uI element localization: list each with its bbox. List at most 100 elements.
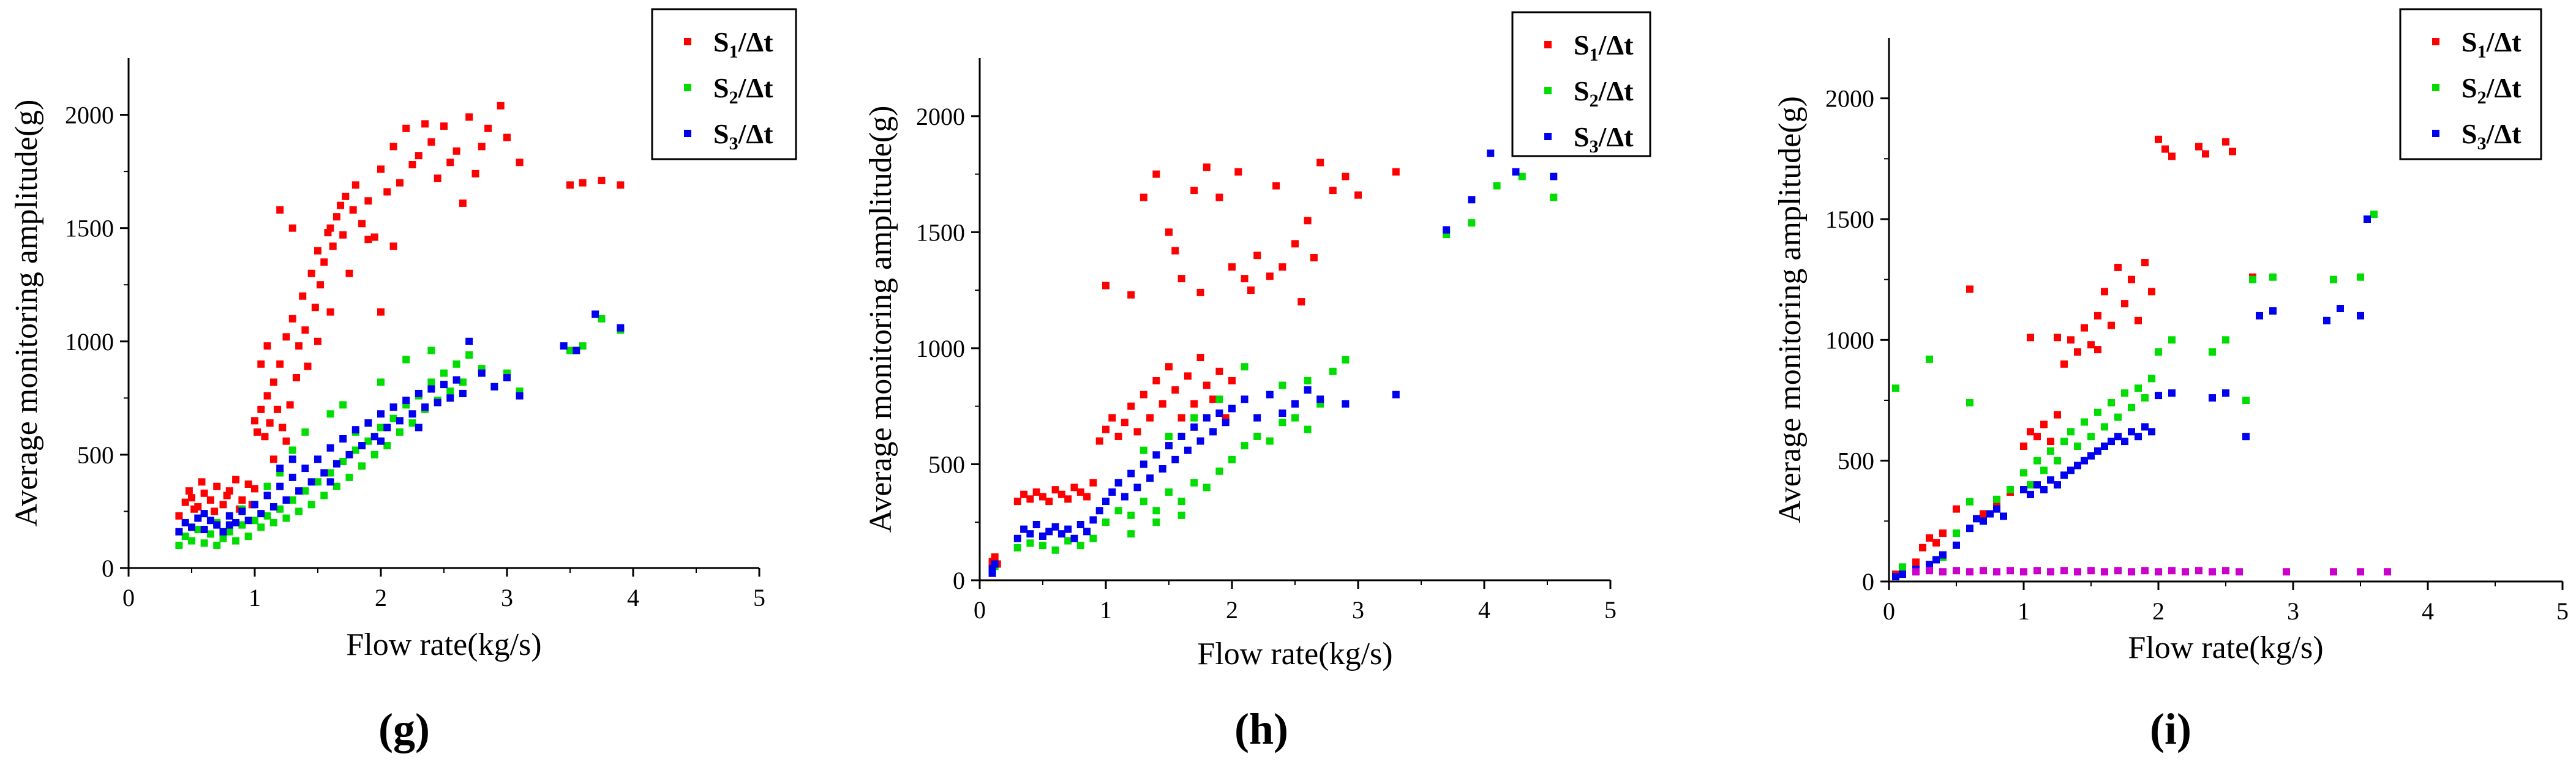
data-point xyxy=(1253,414,1261,422)
data-point xyxy=(2222,567,2229,575)
data-point xyxy=(286,401,294,409)
legend-label: S2/Δt xyxy=(2461,72,2522,108)
data-point xyxy=(566,346,574,354)
data-point xyxy=(1026,495,1034,503)
data-point xyxy=(2135,316,2142,324)
series-1 xyxy=(988,159,1400,570)
data-point xyxy=(2054,457,2061,465)
data-point xyxy=(1177,498,1185,506)
data-point xyxy=(349,206,357,214)
data-point xyxy=(446,159,454,166)
data-point xyxy=(269,503,277,511)
data-point xyxy=(1329,367,1337,375)
data-point xyxy=(2168,567,2176,575)
data-point xyxy=(377,437,385,445)
data-point xyxy=(2256,312,2263,320)
data-point xyxy=(2060,360,2068,368)
series-3 xyxy=(175,310,625,536)
data-point xyxy=(213,541,221,549)
data-point xyxy=(332,482,340,490)
data-point xyxy=(2094,312,2101,320)
data-point xyxy=(1899,563,1906,571)
x-tick-label: 4 xyxy=(627,584,639,611)
data-point xyxy=(2047,568,2054,576)
data-point xyxy=(219,534,227,542)
data-point xyxy=(1190,400,1198,408)
data-point xyxy=(1966,525,1973,533)
x-tick-label: 3 xyxy=(501,584,513,611)
data-point xyxy=(282,333,290,341)
data-point xyxy=(1953,529,1960,537)
data-point xyxy=(2060,438,2068,446)
data-point xyxy=(2242,397,2250,404)
data-point xyxy=(301,465,309,473)
data-point xyxy=(1076,521,1084,529)
data-point xyxy=(427,346,435,354)
data-point xyxy=(326,478,334,486)
data-point xyxy=(1165,442,1173,450)
data-point xyxy=(1266,272,1274,280)
data-point xyxy=(257,510,265,518)
data-point xyxy=(320,258,328,266)
data-point xyxy=(2222,389,2229,397)
data-point xyxy=(1146,474,1154,482)
legend-label: S3/Δt xyxy=(1574,121,1634,157)
data-point xyxy=(181,533,189,540)
data-point xyxy=(1939,551,1947,559)
data-point xyxy=(2040,486,2048,494)
data-point xyxy=(1121,493,1128,501)
data-point xyxy=(2067,336,2075,344)
data-point xyxy=(194,526,202,534)
data-point xyxy=(200,510,208,518)
data-point xyxy=(2357,312,2364,320)
data-point xyxy=(1487,149,1495,157)
data-point xyxy=(503,374,511,382)
data-point xyxy=(1177,275,1185,283)
data-point xyxy=(213,521,221,529)
data-point xyxy=(1228,263,1236,271)
data-point xyxy=(288,224,296,232)
data-point xyxy=(1939,568,1947,576)
y-tick-label: 1000 xyxy=(916,335,965,362)
data-point xyxy=(314,337,321,345)
y-tick-label: 500 xyxy=(1838,447,1874,475)
data-point xyxy=(2007,567,2014,575)
legend-marker xyxy=(684,38,691,45)
data-point xyxy=(279,424,287,432)
data-point xyxy=(1953,541,1960,549)
data-point xyxy=(364,437,372,445)
data-point xyxy=(452,360,460,368)
data-point xyxy=(2364,215,2371,223)
data-point xyxy=(225,512,233,520)
chart-panel-1: 0 1 2 3 4 5 0 500 1000 1500 2000 Flow rate(kg/s) Ave… xyxy=(863,11,1651,753)
data-point xyxy=(2182,568,2189,576)
data-point xyxy=(1266,391,1274,398)
data-point xyxy=(1247,286,1255,294)
data-point xyxy=(2027,481,2034,489)
data-point xyxy=(1133,428,1141,436)
data-point xyxy=(1342,173,1350,181)
data-point xyxy=(317,281,325,289)
data-point xyxy=(213,482,221,490)
data-point xyxy=(2060,567,2068,575)
data-point xyxy=(263,342,271,350)
data-point xyxy=(617,181,625,189)
data-point xyxy=(402,356,410,364)
data-point xyxy=(579,179,587,187)
data-point xyxy=(2242,433,2250,441)
data-point xyxy=(342,192,350,200)
data-point xyxy=(1102,498,1110,506)
x-tick-label: 0 xyxy=(122,584,135,611)
data-point xyxy=(377,410,385,418)
data-point xyxy=(1140,498,1147,506)
data-point xyxy=(1468,196,1476,204)
data-point xyxy=(1209,428,1217,436)
data-point xyxy=(1228,376,1236,384)
data-point xyxy=(282,437,290,445)
data-point xyxy=(2114,263,2122,271)
series-2 xyxy=(1892,211,2378,571)
x-tick-label: 2 xyxy=(375,584,387,611)
data-point xyxy=(1140,391,1147,398)
data-point xyxy=(1184,372,1192,380)
chart-panel-2: 0 1 2 3 4 5 0 500 1000 1500 2000 Flow rate(kg/s) Ave… xyxy=(1773,8,2569,753)
